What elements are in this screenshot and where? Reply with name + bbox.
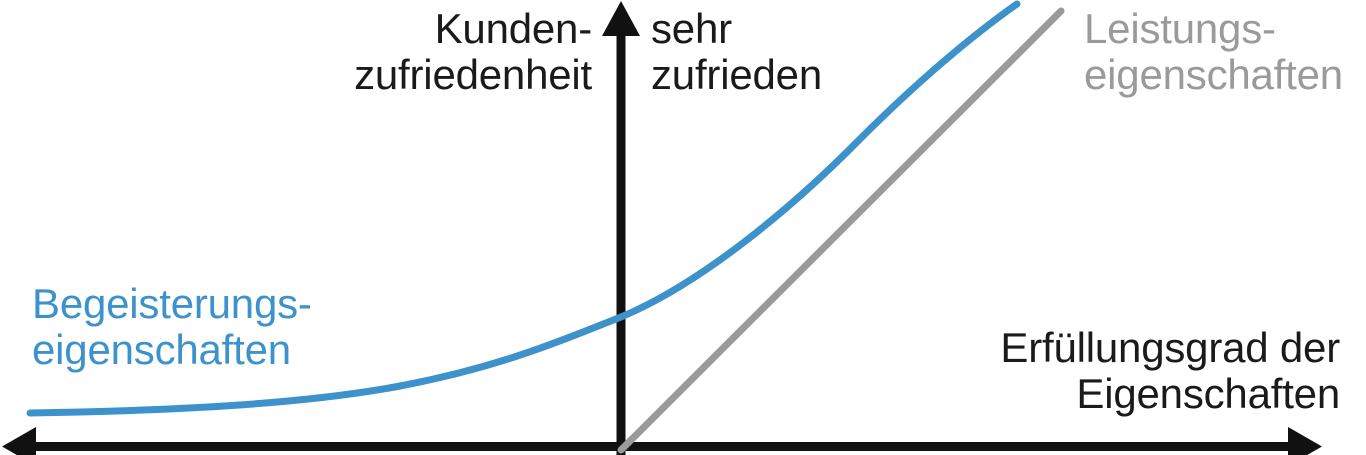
- series-label-delight-line2: eigenschaften: [32, 326, 291, 373]
- x-axis-title-line2: Eigenschaften: [1076, 370, 1340, 417]
- y-axis-top-label-line2: zufrieden: [651, 51, 822, 98]
- delight-curve: [26, 0, 1021, 417]
- x-axis-title: Erfüllungsgrad der Eigenschaften: [840, 325, 1340, 417]
- y-axis-top-label-line1: sehr: [651, 5, 732, 52]
- performance-line: [617, 7, 1065, 454]
- y-axis-up-arrowhead: [602, 1, 640, 36]
- y-axis-top-label: sehr zufrieden: [651, 6, 822, 98]
- x-axis-right-arrowhead: [1288, 427, 1322, 455]
- y-axis-title: Kunden- zufriedenheit: [0, 6, 592, 98]
- y-axis-title-line1: Kunden-: [434, 5, 593, 52]
- y-axis-title-line2: zufriedenheit: [354, 51, 592, 98]
- series-label-performance-line1: Leistungs-: [1084, 5, 1276, 52]
- x-axis-left-arrowhead: [2, 427, 36, 455]
- series-label-delight: Begeisterungs- eigenschaften: [32, 281, 312, 373]
- series-label-performance-line2: eigenschaften: [1084, 51, 1343, 98]
- series-label-performance: Leistungs- eigenschaften: [1084, 6, 1343, 98]
- series-label-delight-line1: Begeisterungs-: [32, 280, 312, 327]
- x-axis-title-line1: Erfüllungsgrad der: [1000, 324, 1340, 371]
